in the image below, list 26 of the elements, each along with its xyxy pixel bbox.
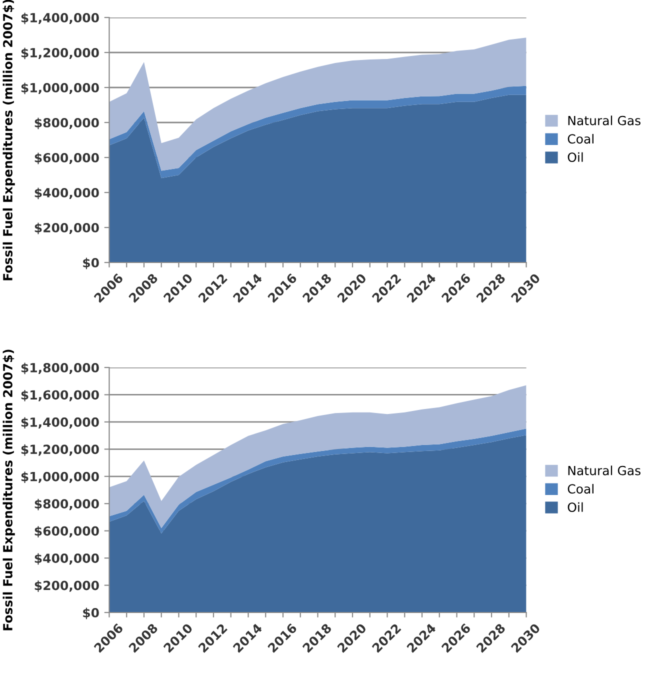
y-tick-label: $400,000 (34, 553, 99, 565)
y-tick-label: $800,000 (34, 498, 99, 510)
legend-label: Oil (568, 502, 583, 512)
y-tick-label: $600,000 (34, 152, 99, 164)
y-tick-label: $1,400,000 (21, 417, 99, 429)
y-tick-label: $0 (83, 608, 99, 620)
legend-label: Natural Gas (568, 116, 640, 126)
y-tick-label: $1,600,000 (21, 390, 99, 402)
y-tick-label: $1,000,000 (21, 472, 99, 483)
y-tick-label: $0 (83, 258, 99, 270)
y-tick-label: $800,000 (34, 118, 99, 130)
y-tick-label: $200,000 (34, 580, 99, 592)
y-tick-label: $1,800,000 (21, 362, 99, 374)
legend-label: Coal (568, 484, 594, 494)
y-tick-label: $200,000 (34, 222, 99, 234)
legend-label: Natural Gas (568, 466, 640, 476)
legend-label: Coal (568, 134, 594, 144)
y-tick-label: $1,400,000 (21, 12, 99, 24)
y-tick-label: $1,200,000 (21, 48, 99, 60)
y-tick-label: $1,200,000 (21, 444, 99, 456)
legend-label: Oil (568, 152, 583, 162)
y-tick-label: $1,000,000 (21, 82, 99, 94)
y-tick-label: $400,000 (34, 188, 99, 200)
y-axis-title: Fossil Fuel Expenditures (million 2007$) (2, 350, 15, 630)
y-axis-title: Fossil Fuel Expenditures (million 2007$) (2, 0, 15, 280)
y-tick-label: $600,000 (34, 526, 99, 538)
